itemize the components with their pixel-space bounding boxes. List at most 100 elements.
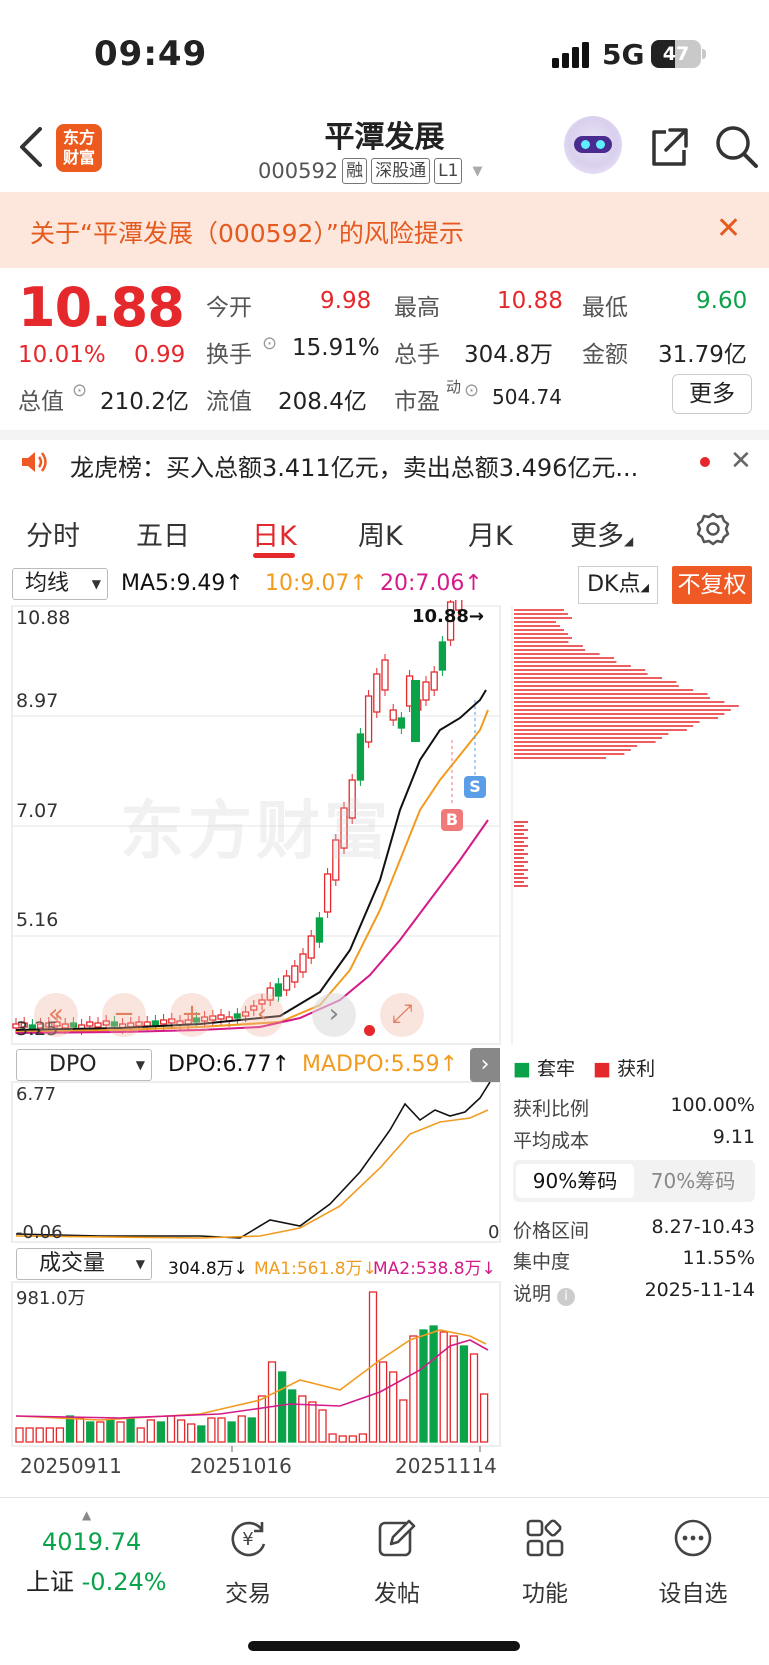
robot-assistant-icon[interactable] xyxy=(564,116,622,174)
volume-bar xyxy=(146,1419,155,1443)
active-tab-indicator xyxy=(253,553,295,558)
info-icon[interactable]: ⊙ xyxy=(464,380,480,401)
tab-functions[interactable]: 功能 xyxy=(522,1581,568,1607)
signal-icon xyxy=(552,42,589,68)
tab-more[interactable]: 更多◢ xyxy=(570,521,634,552)
expand-panel-icon[interactable]: › xyxy=(470,1048,500,1082)
kline-chart-area[interactable] xyxy=(0,600,769,1480)
trade-icon[interactable]: ¥ xyxy=(188,1516,308,1564)
amount-label: 金额 xyxy=(582,342,628,368)
buy-marker[interactable]: B xyxy=(441,809,463,831)
volume-bar xyxy=(217,1417,226,1443)
candle-body xyxy=(168,1018,176,1024)
change-percent: 10.01% xyxy=(18,342,106,368)
index-row[interactable]: 上证 -0.24% xyxy=(26,1562,167,1597)
back-arrow-icon[interactable] xyxy=(18,126,44,168)
sell-marker[interactable]: S xyxy=(464,776,486,798)
candle-body xyxy=(143,1021,151,1027)
no-adjust-button[interactable]: 不复权 xyxy=(672,566,752,604)
kline-y-label: 5.16 xyxy=(16,909,59,931)
candle-body xyxy=(266,987,274,1001)
candle-body xyxy=(12,1023,20,1029)
zoom-out-icon[interactable]: − xyxy=(102,993,146,1037)
date-label: 20251016 xyxy=(190,1454,292,1478)
watermark: 东方财富 xyxy=(120,795,392,869)
volume-bar xyxy=(389,1371,398,1443)
more-dots-icon[interactable] xyxy=(633,1516,753,1564)
share-icon[interactable] xyxy=(648,126,690,168)
tab-daily-k[interactable]: 日K xyxy=(252,521,297,552)
dragon-tiger-bar[interactable] xyxy=(0,430,769,496)
volume-value: 304.8万↓ xyxy=(168,1259,248,1279)
candle-body xyxy=(356,733,365,781)
tab-watchlist[interactable]: 设自选 xyxy=(658,1581,728,1607)
vol-ma2-line xyxy=(15,1339,489,1419)
profit-ratio-row: 获利比例 100.00% xyxy=(513,1094,755,1120)
candle-body xyxy=(135,1021,143,1027)
volume-bar xyxy=(308,1401,317,1443)
scroll-right-icon[interactable]: › xyxy=(312,993,356,1037)
close-icon[interactable]: ✕ xyxy=(730,446,752,476)
stock-code-row[interactable]: 000592 融 深股通 L1 ▼ xyxy=(258,158,482,184)
settings-gear-icon[interactable] xyxy=(696,512,730,546)
tab-post[interactable]: 发帖 xyxy=(374,1581,420,1607)
scroll-back-icon[interactable]: ‹ xyxy=(240,993,284,1037)
volume-bar xyxy=(399,1399,408,1443)
kline-y-label: 10.88 xyxy=(16,607,71,629)
tab-monthly-k[interactable]: 月K xyxy=(468,521,513,552)
kline-y-label: 3.25 xyxy=(16,1018,59,1040)
indicator-selector[interactable]: DPO xyxy=(16,1049,152,1081)
volume-bar xyxy=(187,1423,196,1443)
date-label: 20251114 xyxy=(395,1454,497,1478)
ma-selector[interactable]: 均线 xyxy=(12,568,108,600)
seg-90-chips[interactable]: 90%筹码 xyxy=(516,1164,634,1198)
candle-body xyxy=(323,873,332,913)
volume-bar xyxy=(227,1421,236,1443)
ma5-value: MA5:9.49↑ xyxy=(121,571,244,596)
status-time: 09:49 xyxy=(94,34,208,74)
tab-five-day[interactable]: 五日 xyxy=(136,521,190,552)
fullscreen-icon[interactable]: ⤢ xyxy=(380,993,424,1037)
date-label: 20250911 xyxy=(20,1454,122,1478)
info-icon[interactable]: ⊙ xyxy=(262,333,278,354)
candle-body xyxy=(53,1021,61,1027)
high-label: 最高 xyxy=(394,295,440,321)
candle-body xyxy=(86,1021,94,1027)
dragon-tiger-text[interactable]: 龙虎榜：买入总额3.411亿元，卖出总额3.496亿元... xyxy=(70,454,639,482)
tag-level: L1 xyxy=(434,158,463,184)
dk-point-button[interactable]: DK点◢ xyxy=(578,566,658,604)
risk-banner[interactable] xyxy=(0,192,769,268)
volume-bar xyxy=(86,1421,95,1443)
volume-bar xyxy=(378,1361,388,1443)
tab-trade[interactable]: 交易 xyxy=(225,1581,271,1607)
index-change: -0.24% xyxy=(81,1568,167,1596)
candle-body xyxy=(241,1011,250,1017)
candle-body xyxy=(381,659,389,691)
expand-up-icon[interactable]: ▲ xyxy=(82,1508,92,1522)
volume-bar xyxy=(35,1427,44,1443)
post-icon[interactable] xyxy=(337,1516,457,1564)
tab-weekly-k[interactable]: 周K xyxy=(358,521,403,552)
volume-bar xyxy=(45,1427,54,1443)
risk-banner-text[interactable]: 关于“平潭发展（000592）”的风险提示 xyxy=(30,219,464,248)
last-price: 10.88 xyxy=(18,276,185,339)
volume-bar xyxy=(257,1395,267,1443)
info-icon[interactable]: ⊙ xyxy=(72,380,88,401)
candle-body xyxy=(422,681,430,701)
functions-icon[interactable] xyxy=(485,1516,605,1564)
zoom-in-icon[interactable]: + xyxy=(170,993,214,1037)
note-row[interactable]: 说明 i 2025-11-14 xyxy=(513,1279,755,1306)
volume-label: 总手 xyxy=(394,342,440,368)
candle-body xyxy=(389,709,397,721)
volume-bar xyxy=(288,1389,297,1443)
tab-intraday[interactable]: 分时 xyxy=(26,521,80,552)
search-icon[interactable] xyxy=(714,124,760,170)
close-icon[interactable]: ✕ xyxy=(716,211,742,246)
seg-70-chips[interactable]: 70%筹码 xyxy=(650,1169,736,1193)
volume-value: 304.8万 xyxy=(464,342,553,368)
scroll-left-icon[interactable]: « xyxy=(34,993,78,1037)
more-button[interactable]: 更多 xyxy=(672,374,752,414)
battery-icon: 47 xyxy=(651,40,701,68)
volume-selector[interactable]: 成交量 xyxy=(16,1248,152,1280)
index-value[interactable]: 4019.74 xyxy=(42,1528,142,1556)
